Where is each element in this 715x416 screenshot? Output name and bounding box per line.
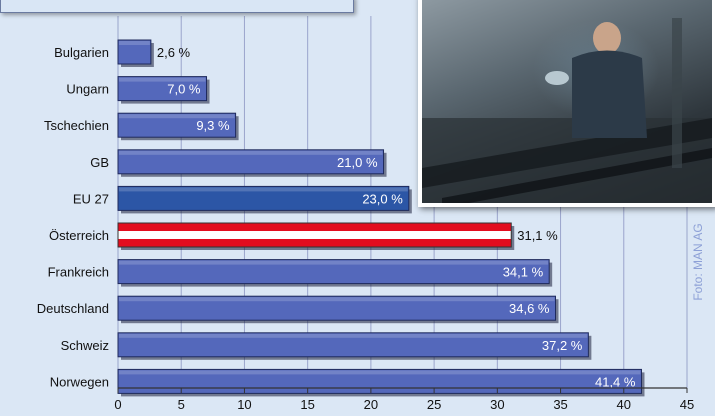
x-tick-label: 10 bbox=[237, 397, 251, 412]
x-tick-label: 5 bbox=[178, 397, 185, 412]
category-labels: Bulgarien Ungarn Tschechien GB EU 27 Österrei… bbox=[37, 45, 109, 389]
photo-credit: Foto: MAN AG bbox=[691, 223, 705, 301]
x-tick-label: 25 bbox=[427, 397, 441, 412]
bar bbox=[117, 39, 152, 65]
bar-value-label: 34,6 % bbox=[509, 301, 550, 316]
bar-value-label: 2,6 % bbox=[157, 45, 191, 60]
category-label: Frankreich bbox=[48, 265, 109, 280]
category-label: Tschechien bbox=[44, 118, 109, 133]
bar-highlight bbox=[119, 41, 150, 45]
bar-highlight bbox=[119, 260, 549, 265]
bar-group: 7,0 % bbox=[117, 76, 210, 104]
bar-value-label: 37,2 % bbox=[542, 338, 583, 353]
bar-value-label: 9,3 % bbox=[196, 118, 230, 133]
bar-group: 2,6 % bbox=[117, 39, 191, 67]
bar-highlight bbox=[119, 297, 555, 302]
bar-value-label: 34,1 % bbox=[503, 265, 544, 280]
x-tick-label: 30 bbox=[490, 397, 504, 412]
category-label: Österreich bbox=[49, 228, 109, 243]
bar bbox=[117, 332, 589, 358]
bar-group: 34,1 % bbox=[117, 259, 553, 287]
x-tick-label: 45 bbox=[680, 397, 694, 412]
bar-highlight bbox=[119, 333, 588, 338]
category-label: Deutschland bbox=[37, 301, 109, 316]
x-tick-label: 20 bbox=[364, 397, 378, 412]
x-tick-label: 35 bbox=[553, 397, 567, 412]
bar-value-label: 31,1 % bbox=[517, 228, 558, 243]
bar bbox=[117, 368, 642, 394]
category-label: Norwegen bbox=[50, 374, 109, 389]
bar-group: 37,2 % bbox=[117, 332, 592, 360]
bar-highlight bbox=[119, 370, 641, 375]
x-axis: 0 5 10 15 20 25 30 35 40 45 bbox=[114, 387, 694, 412]
category-label: Bulgarien bbox=[54, 45, 109, 60]
bar bbox=[117, 185, 410, 211]
bar bbox=[117, 112, 237, 138]
x-tick-label: 15 bbox=[300, 397, 314, 412]
photo-scene bbox=[422, 18, 712, 203]
bar-flag-stripe bbox=[118, 223, 512, 231]
bar-group: 9,3 % bbox=[117, 112, 239, 141]
category-label: GB bbox=[90, 155, 109, 170]
bar bbox=[117, 259, 550, 285]
bar-flag-stripe bbox=[118, 239, 512, 247]
bar-value-label: 21,0 % bbox=[337, 155, 378, 170]
category-label: EU 27 bbox=[73, 191, 109, 206]
bar-value-label: 23,0 % bbox=[362, 191, 403, 206]
x-tick-label: 0 bbox=[114, 397, 121, 412]
factory-worker-photo bbox=[418, 0, 715, 207]
bar bbox=[117, 76, 208, 102]
bar-value-label: 7,0 % bbox=[167, 82, 201, 97]
category-label: Ungarn bbox=[66, 82, 109, 97]
bars: 2,6 % 7,0 % 9,3 % 21,0 % 23,0 % 31,1 % 34,1 % 3… bbox=[117, 39, 645, 397]
category-label: Schweiz bbox=[61, 338, 109, 353]
bar-highlight bbox=[119, 187, 408, 192]
bar-highlight bbox=[119, 114, 235, 119]
header-box bbox=[0, 0, 354, 13]
bar bbox=[117, 222, 512, 248]
x-tick-label: 40 bbox=[617, 397, 631, 412]
bar-flag-stripe bbox=[118, 231, 512, 239]
bar-highlight bbox=[119, 77, 206, 82]
bar bbox=[117, 295, 556, 321]
bar bbox=[117, 149, 385, 175]
bar-group: 34,6 % bbox=[117, 295, 559, 324]
bar-highlight bbox=[119, 150, 383, 155]
bar-group: 41,4 % bbox=[117, 368, 645, 397]
bar-group: 23,0 % bbox=[117, 185, 412, 214]
bar-group: 31,1 % bbox=[117, 222, 558, 250]
bar-group: 21,0 % bbox=[117, 149, 387, 177]
bar-value-label: 41,4 % bbox=[595, 374, 636, 389]
